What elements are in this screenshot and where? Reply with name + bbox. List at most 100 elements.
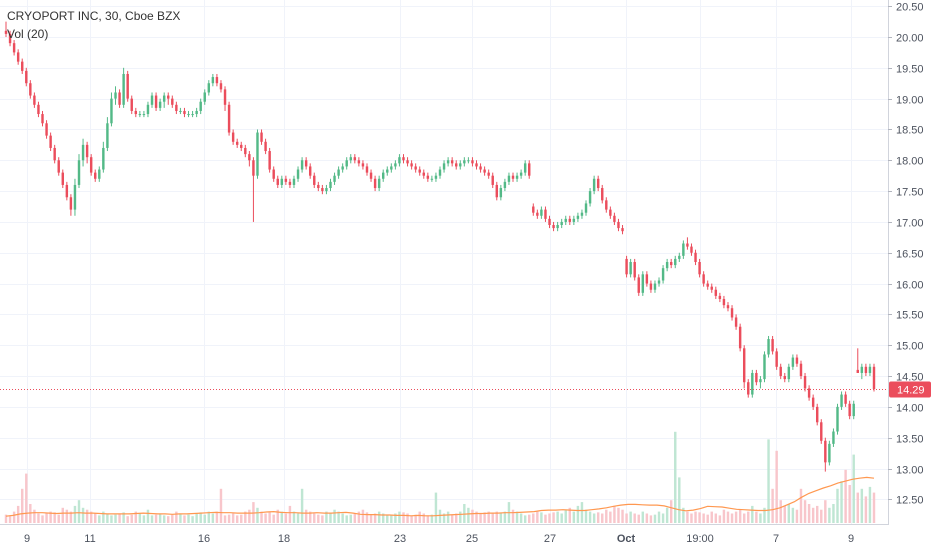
volume-bar <box>625 513 628 523</box>
volume-bar <box>406 513 409 523</box>
candle-body <box>475 163 478 167</box>
y-tick-label: 15.50 <box>896 310 924 322</box>
candle-body <box>276 178 279 185</box>
volume-bar <box>856 492 859 523</box>
volume-bar <box>840 481 843 523</box>
volume-bar <box>564 509 567 523</box>
volume-bar <box>256 507 259 523</box>
candle-body <box>787 366 791 380</box>
candle-body <box>698 262 701 275</box>
candle-body <box>592 178 596 192</box>
volume-bar <box>65 509 69 523</box>
volume-bar <box>718 515 722 523</box>
volume-bar <box>556 511 559 523</box>
volume-bar <box>751 505 754 523</box>
candle-body <box>678 255 681 259</box>
candle-body <box>110 98 113 124</box>
volume-bar <box>633 513 636 523</box>
candle-body <box>288 181 292 185</box>
volume-bar <box>678 477 681 523</box>
volume-bar <box>195 513 198 523</box>
volume-bar <box>381 513 385 523</box>
candle-body <box>284 178 288 182</box>
candle-body <box>300 160 304 170</box>
volume-bar <box>787 504 791 523</box>
volume-bar <box>292 511 296 523</box>
volume-bar <box>333 509 336 523</box>
volume-bar <box>296 513 300 523</box>
volume-bar <box>738 509 742 523</box>
volume-bar <box>175 511 178 523</box>
last-price-badge <box>889 381 931 398</box>
candle-body <box>231 132 235 142</box>
y-tick-label: 18.00 <box>896 156 924 168</box>
candle-body <box>390 166 393 170</box>
volume-bar <box>361 509 365 523</box>
candle-body <box>625 258 628 275</box>
candle-body <box>811 397 815 407</box>
time-axis[interactable]: 9 11 16 18 23 25 27 Oct 19:00 7 9 <box>24 533 854 545</box>
volume-bar <box>726 511 730 523</box>
volume-bar <box>317 514 320 523</box>
y-tick-label: 12.50 <box>896 495 924 507</box>
volume-bar <box>284 513 288 523</box>
candle-body <box>467 160 470 162</box>
candle-body <box>836 406 839 432</box>
volume-bar <box>21 488 24 523</box>
candle-body <box>605 200 608 210</box>
candle-body <box>333 175 336 182</box>
volume-bar <box>584 509 588 523</box>
candle-body <box>872 366 876 389</box>
candle-body <box>292 178 296 185</box>
volume-bar <box>528 514 531 523</box>
volume-bar <box>771 488 774 523</box>
volume-bar <box>146 509 150 523</box>
candle-body <box>130 98 133 111</box>
volume-bar <box>503 511 507 523</box>
volume-bar <box>653 514 657 523</box>
candle-body <box>820 422 823 441</box>
volume-bar <box>426 515 430 523</box>
candle-body <box>264 141 267 152</box>
candle-body <box>775 351 778 367</box>
candle-body <box>629 262 632 275</box>
candle-body <box>613 215 616 222</box>
volume-bar <box>580 502 584 523</box>
volume-bar <box>702 513 705 523</box>
candle-body <box>77 160 81 185</box>
volume-bar <box>868 486 872 523</box>
x-tick-label: 9 <box>848 533 854 545</box>
volume-bar <box>483 512 486 523</box>
volume-bar <box>248 509 251 523</box>
candle-body <box>235 141 239 145</box>
candle-body <box>515 175 519 179</box>
candle-body <box>426 175 430 179</box>
volume-bar <box>621 509 624 523</box>
volume-bar <box>560 513 563 523</box>
volume-bar <box>231 513 235 523</box>
price-axis[interactable]: 20.50 20.00 19.50 19.00 18.50 18.00 17.50 17.00… <box>888 2 924 507</box>
candle-body <box>438 169 442 176</box>
volume-bar <box>572 511 576 523</box>
candle-body <box>21 61 24 71</box>
volume-bar <box>815 505 819 523</box>
candle-body <box>645 274 649 284</box>
volume-bar <box>832 504 835 523</box>
volume-bar <box>215 511 219 523</box>
candle-body <box>519 172 523 176</box>
y-tick-label: 14.50 <box>896 372 924 384</box>
candle-body <box>240 144 243 148</box>
volume-bar <box>641 511 645 523</box>
candle-body <box>491 175 494 185</box>
volume-bar <box>811 507 815 523</box>
candle-body <box>353 157 357 161</box>
candle-body <box>45 123 48 136</box>
volume-bar <box>872 492 876 523</box>
candle-body <box>832 431 835 444</box>
volume-bar <box>288 505 292 523</box>
volume-bar <box>661 513 665 523</box>
volume-bar <box>552 512 555 523</box>
volume-bar <box>94 513 97 523</box>
y-tick-label: 15.00 <box>896 341 924 353</box>
